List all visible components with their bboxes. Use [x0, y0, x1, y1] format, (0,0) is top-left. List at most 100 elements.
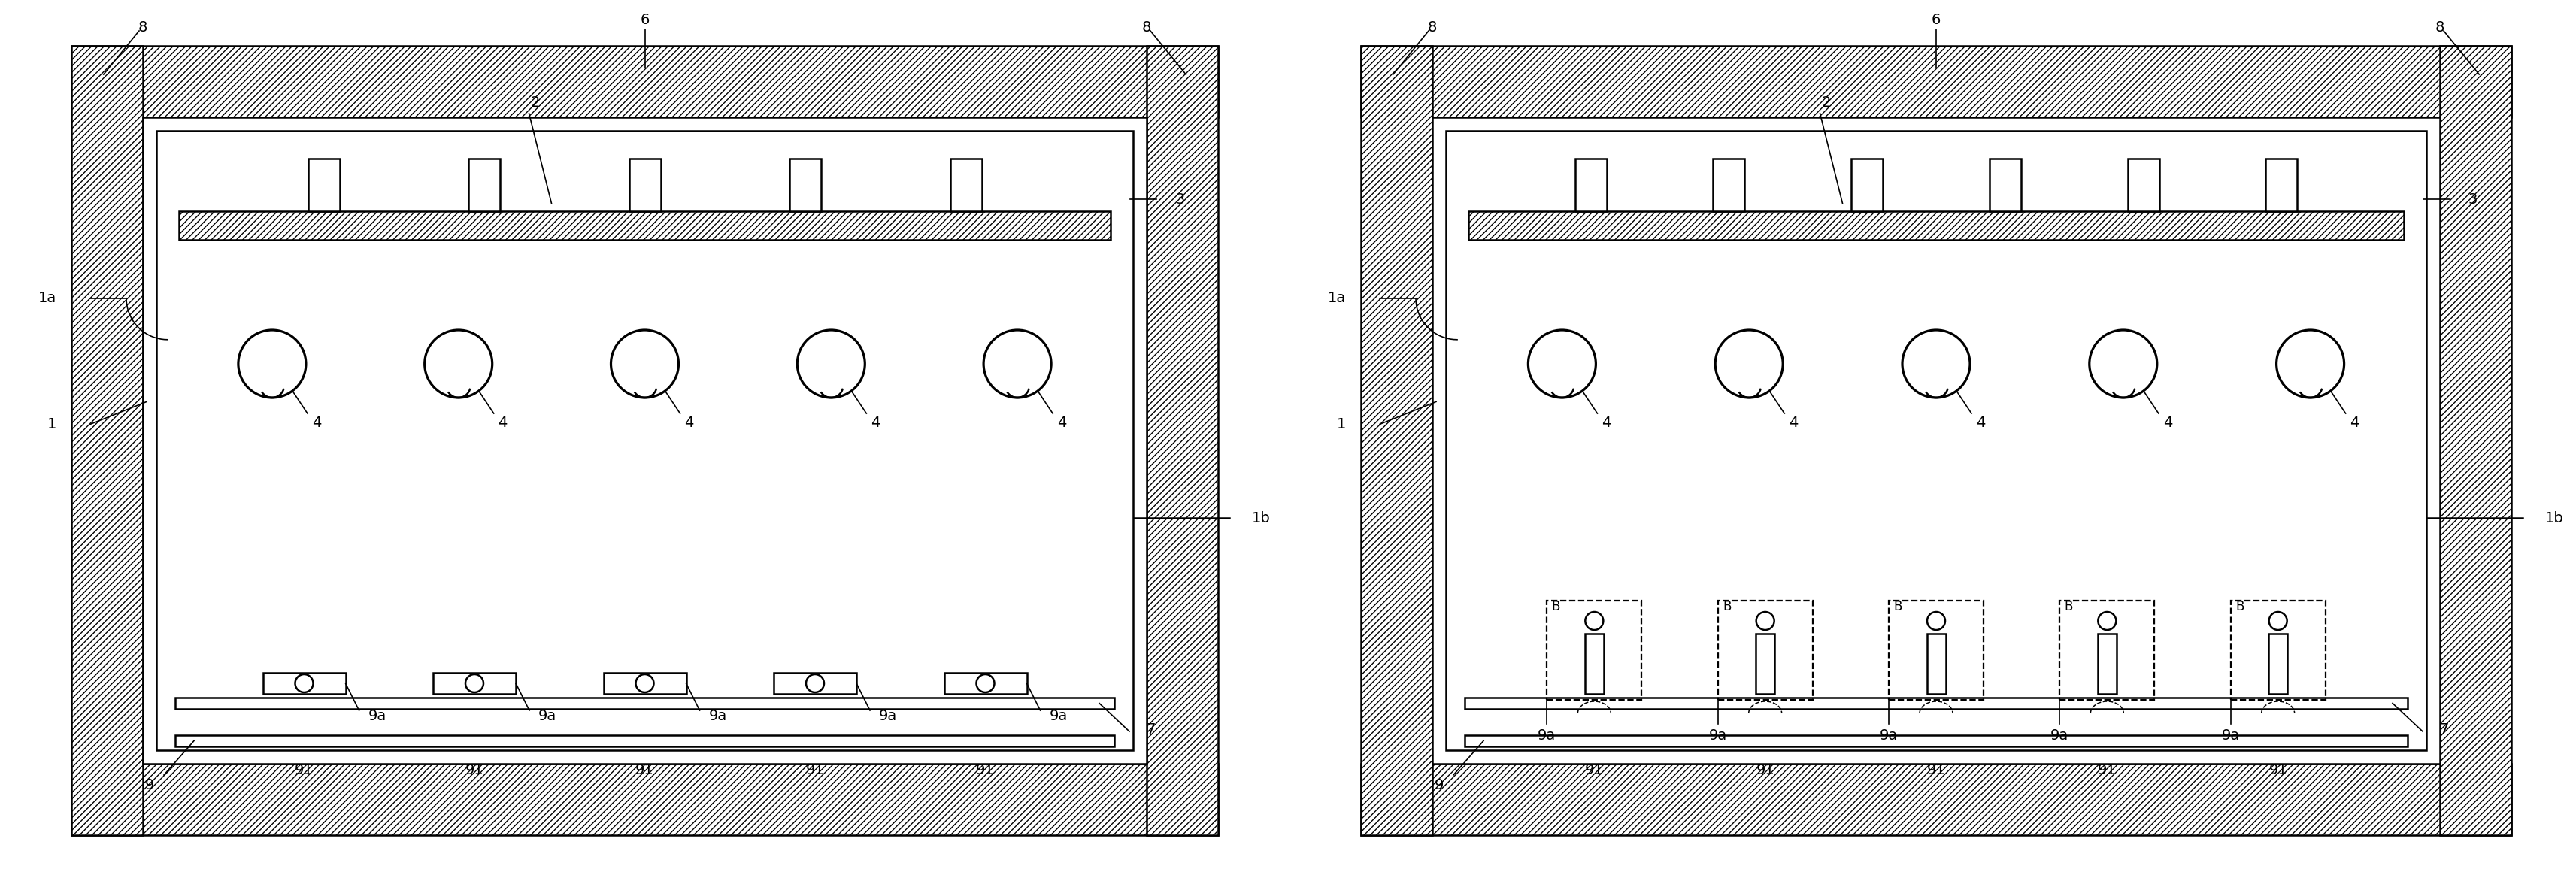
Text: B: B [1551, 600, 1561, 613]
Text: 4: 4 [2164, 415, 2172, 430]
Text: 8: 8 [139, 20, 147, 34]
Text: 4: 4 [2349, 415, 2360, 430]
Text: 8: 8 [1427, 20, 1437, 34]
Bar [1989, 158, 2022, 211]
Text: 91: 91 [466, 764, 484, 778]
Text: 4: 4 [1788, 415, 1798, 430]
Bar [1757, 634, 1775, 694]
Circle shape [796, 330, 866, 398]
Bar [629, 158, 659, 211]
Text: 2: 2 [531, 95, 541, 110]
Text: 4: 4 [1602, 415, 1610, 430]
Bar [157, 131, 1133, 751]
Bar [2267, 158, 2298, 211]
Text: B: B [1893, 600, 1901, 613]
Text: 91: 91 [1584, 764, 1605, 778]
Text: 4: 4 [871, 415, 881, 430]
Bar [1548, 600, 1641, 700]
Bar [951, 158, 981, 211]
Bar [788, 158, 822, 211]
Text: 91: 91 [294, 764, 314, 778]
Circle shape [425, 330, 492, 398]
Circle shape [984, 330, 1051, 398]
Circle shape [1716, 330, 1783, 398]
Text: 8: 8 [2434, 20, 2445, 34]
Text: 91: 91 [976, 764, 994, 778]
Circle shape [1757, 612, 1775, 630]
Text: 9a: 9a [1048, 709, 1066, 723]
Text: 4: 4 [497, 415, 507, 430]
Circle shape [2089, 330, 2156, 398]
Text: 9a: 9a [1538, 728, 1556, 743]
Bar [1466, 697, 2409, 709]
Circle shape [237, 330, 307, 398]
Circle shape [1584, 612, 1602, 630]
Text: 4: 4 [312, 415, 322, 430]
Text: B: B [2063, 600, 2074, 613]
Circle shape [296, 674, 314, 692]
Text: 9a: 9a [2221, 728, 2239, 743]
Bar [1360, 46, 1432, 835]
Text: 91: 91 [1927, 764, 1945, 778]
Bar [1445, 131, 2427, 751]
Bar [433, 673, 515, 694]
Bar [1584, 634, 1605, 694]
Circle shape [1528, 330, 1595, 398]
Bar [175, 697, 1115, 709]
Text: 1: 1 [46, 417, 57, 431]
Bar [469, 158, 500, 211]
Circle shape [1927, 612, 1945, 630]
Bar [1927, 634, 1945, 694]
Bar [2128, 158, 2159, 211]
Text: 8: 8 [1141, 20, 1151, 34]
Text: 91: 91 [1757, 764, 1775, 778]
Text: 2: 2 [1821, 95, 1832, 110]
Bar [1432, 118, 2439, 764]
Bar [1360, 764, 2512, 835]
Bar [1466, 735, 2409, 746]
Circle shape [2277, 330, 2344, 398]
Bar [773, 673, 855, 694]
Bar [175, 735, 1115, 746]
Circle shape [2097, 612, 2115, 630]
Circle shape [466, 674, 484, 692]
Bar [2439, 46, 2512, 835]
Text: 7: 7 [2439, 723, 2447, 737]
Text: 1a: 1a [1327, 291, 1345, 305]
Text: 91: 91 [806, 764, 824, 778]
Text: 9a: 9a [1708, 728, 1726, 743]
Bar [309, 158, 340, 211]
Text: 91: 91 [2097, 764, 2117, 778]
Text: 1a: 1a [39, 291, 57, 305]
Text: 4: 4 [685, 415, 693, 430]
Bar [1453, 138, 2419, 743]
Bar [943, 673, 1028, 694]
Bar [72, 46, 142, 835]
Text: 9: 9 [1435, 779, 1443, 793]
Text: 1b: 1b [1252, 511, 1270, 525]
Bar [2231, 600, 2326, 700]
Text: 7: 7 [1146, 723, 1154, 737]
Circle shape [1901, 330, 1971, 398]
Text: 91: 91 [636, 764, 654, 778]
Bar [1360, 46, 2512, 118]
Bar [603, 673, 685, 694]
Circle shape [2269, 612, 2287, 630]
Text: 9a: 9a [538, 709, 556, 723]
Text: 3: 3 [1175, 192, 1185, 206]
Circle shape [611, 330, 677, 398]
Text: 9a: 9a [708, 709, 726, 723]
Text: 4: 4 [1056, 415, 1066, 430]
Bar [1468, 211, 2403, 240]
Bar [72, 46, 1218, 118]
Bar [178, 211, 1110, 240]
Text: 6: 6 [1932, 12, 1940, 27]
Bar [1852, 158, 1883, 211]
Bar [1888, 600, 1984, 700]
Bar [263, 673, 345, 694]
Text: 1: 1 [1337, 417, 1345, 431]
Text: 9a: 9a [2050, 728, 2069, 743]
Circle shape [636, 674, 654, 692]
Text: 1b: 1b [2545, 511, 2563, 525]
Text: 3: 3 [2468, 192, 2478, 206]
